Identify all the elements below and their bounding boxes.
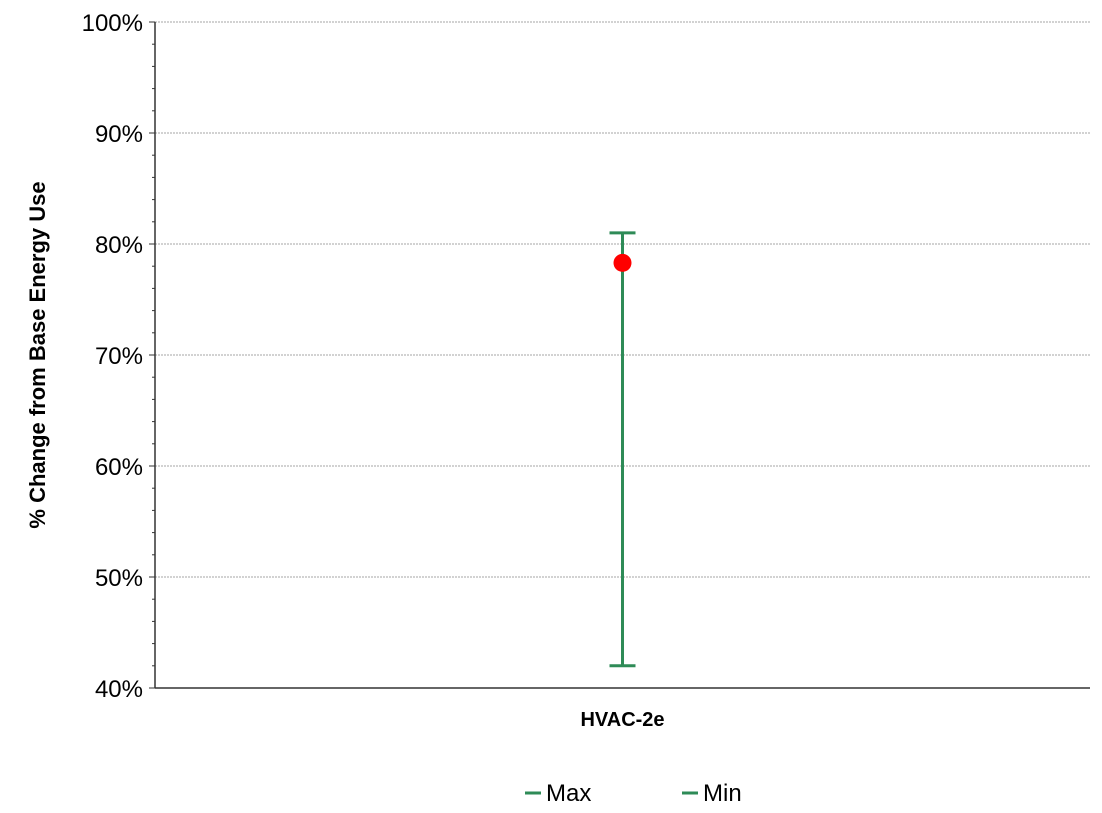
x-tick-label: HVAC-2e — [580, 709, 664, 731]
y-tick-label: 80% — [95, 232, 143, 259]
y-tick-label: 50% — [95, 565, 143, 592]
legend-min-label: Min — [703, 780, 742, 807]
mark-layer — [609, 231, 636, 668]
y-axis-label: % Change from Base Energy Use — [25, 181, 50, 528]
value-point — [613, 253, 632, 272]
legend-max-label: Max — [546, 780, 591, 807]
label-layer: 40% 50% 60% 70% 80% 90% 100% HVAC-2e — [82, 10, 665, 731]
y-tick-label: 40% — [95, 676, 143, 703]
axis-layer — [149, 21, 1090, 689]
y-tick-label: 70% — [95, 343, 143, 370]
y-tick-label: 100% — [82, 10, 143, 37]
y-tick-label: 90% — [95, 121, 143, 148]
legend: Max Min — [525, 780, 742, 807]
y-tick-label: 60% — [95, 454, 143, 481]
